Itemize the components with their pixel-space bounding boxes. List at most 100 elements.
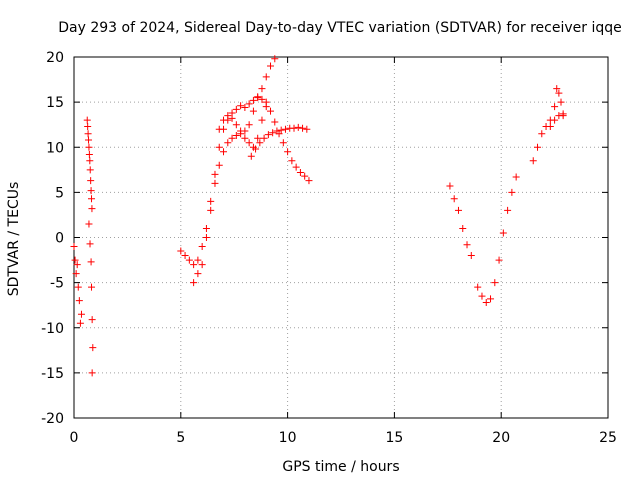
data-point (232, 121, 240, 129)
data-point (254, 94, 262, 102)
data-point (181, 252, 189, 260)
chart-title: Day 293 of 2024, Sidereal Day-to-day VTE… (58, 20, 622, 36)
data-point (249, 96, 257, 104)
data-point (499, 229, 507, 237)
data-point (75, 297, 83, 305)
y-tick-label: -20 (41, 411, 64, 427)
data-point (202, 234, 210, 241)
y-axis-label: SDTVAR / TECUs (6, 182, 22, 297)
data-point (72, 270, 80, 278)
series-late-v (474, 173, 520, 306)
data-point (303, 125, 311, 133)
data-point (245, 100, 253, 108)
y-tick-label: -10 (41, 321, 64, 337)
data-point (224, 112, 232, 120)
data-point (271, 118, 279, 126)
data-point (83, 116, 91, 124)
data-point (224, 139, 232, 147)
data-point (194, 270, 202, 278)
data-point (241, 104, 249, 112)
data-point (207, 197, 215, 205)
data-point (190, 261, 198, 269)
data-point (463, 241, 471, 249)
y-tick-label: 20 (46, 50, 64, 66)
data-point (277, 126, 285, 134)
data-point (555, 112, 563, 120)
data-point (249, 107, 257, 115)
data-point (84, 130, 92, 138)
data-point (267, 62, 275, 70)
data-point (86, 166, 94, 174)
data-point (87, 258, 95, 266)
data-point (85, 220, 93, 228)
series-late-rise (529, 85, 567, 165)
series-loop (215, 103, 313, 185)
series-lower-branch (247, 123, 311, 160)
series-late-top (546, 110, 567, 130)
data-point (202, 224, 210, 232)
y-tick-label: -15 (41, 366, 64, 382)
data-point (207, 206, 215, 214)
data-point (88, 316, 96, 324)
data-point (88, 283, 96, 291)
x-tick-label: 25 (599, 430, 617, 446)
data-point (76, 319, 84, 327)
data-point (529, 157, 537, 165)
series-burst-early-a (70, 243, 85, 327)
data-point (305, 177, 313, 185)
data-point (241, 134, 249, 142)
data-point (71, 256, 79, 264)
data-point (237, 102, 245, 110)
series-late-descent (446, 182, 475, 260)
data-point (482, 298, 490, 306)
data-point (258, 116, 266, 124)
data-point (260, 134, 268, 142)
data-point (491, 279, 499, 287)
data-point (269, 129, 277, 137)
series-burst-early-c (85, 220, 97, 352)
data-point (508, 188, 516, 196)
x-tick-label: 5 (176, 430, 185, 446)
data-point (232, 105, 240, 113)
data-point (190, 279, 198, 287)
y-tick-label: 10 (46, 140, 64, 156)
data-point (74, 283, 82, 291)
data-point (290, 124, 298, 132)
data-point (70, 243, 78, 251)
data-point (85, 150, 93, 158)
data-point (478, 292, 486, 300)
data-point (211, 170, 219, 178)
data-point (279, 139, 287, 147)
data-point (245, 139, 253, 147)
data-point (211, 179, 219, 187)
data-point (85, 143, 93, 151)
data-point (467, 252, 475, 260)
data-point (292, 163, 300, 171)
data-point (487, 295, 495, 303)
data-point (258, 95, 266, 103)
data-point (77, 310, 85, 318)
data-point (85, 136, 93, 144)
data-point (247, 152, 255, 160)
data-point (215, 161, 223, 169)
data-point (73, 261, 81, 269)
data-point (512, 173, 520, 181)
data-point (237, 127, 245, 135)
data-point (267, 107, 275, 115)
data-point (252, 145, 260, 153)
grid (74, 57, 608, 418)
data-point (87, 177, 95, 185)
data-point (258, 85, 266, 93)
data-point (281, 125, 289, 133)
data-point (557, 98, 565, 106)
data-point (284, 148, 292, 156)
x-tick-label: 15 (385, 430, 403, 446)
axis-ticks: 0 5 10 15 20 25 -20 -15 -10 -5 0 5 10 15 20 (41, 50, 617, 446)
data-point (299, 124, 307, 132)
data-point (553, 85, 561, 93)
data-point (177, 247, 185, 255)
y-tick-label: 0 (55, 231, 64, 247)
data-point (262, 73, 270, 81)
data-point (534, 143, 542, 151)
